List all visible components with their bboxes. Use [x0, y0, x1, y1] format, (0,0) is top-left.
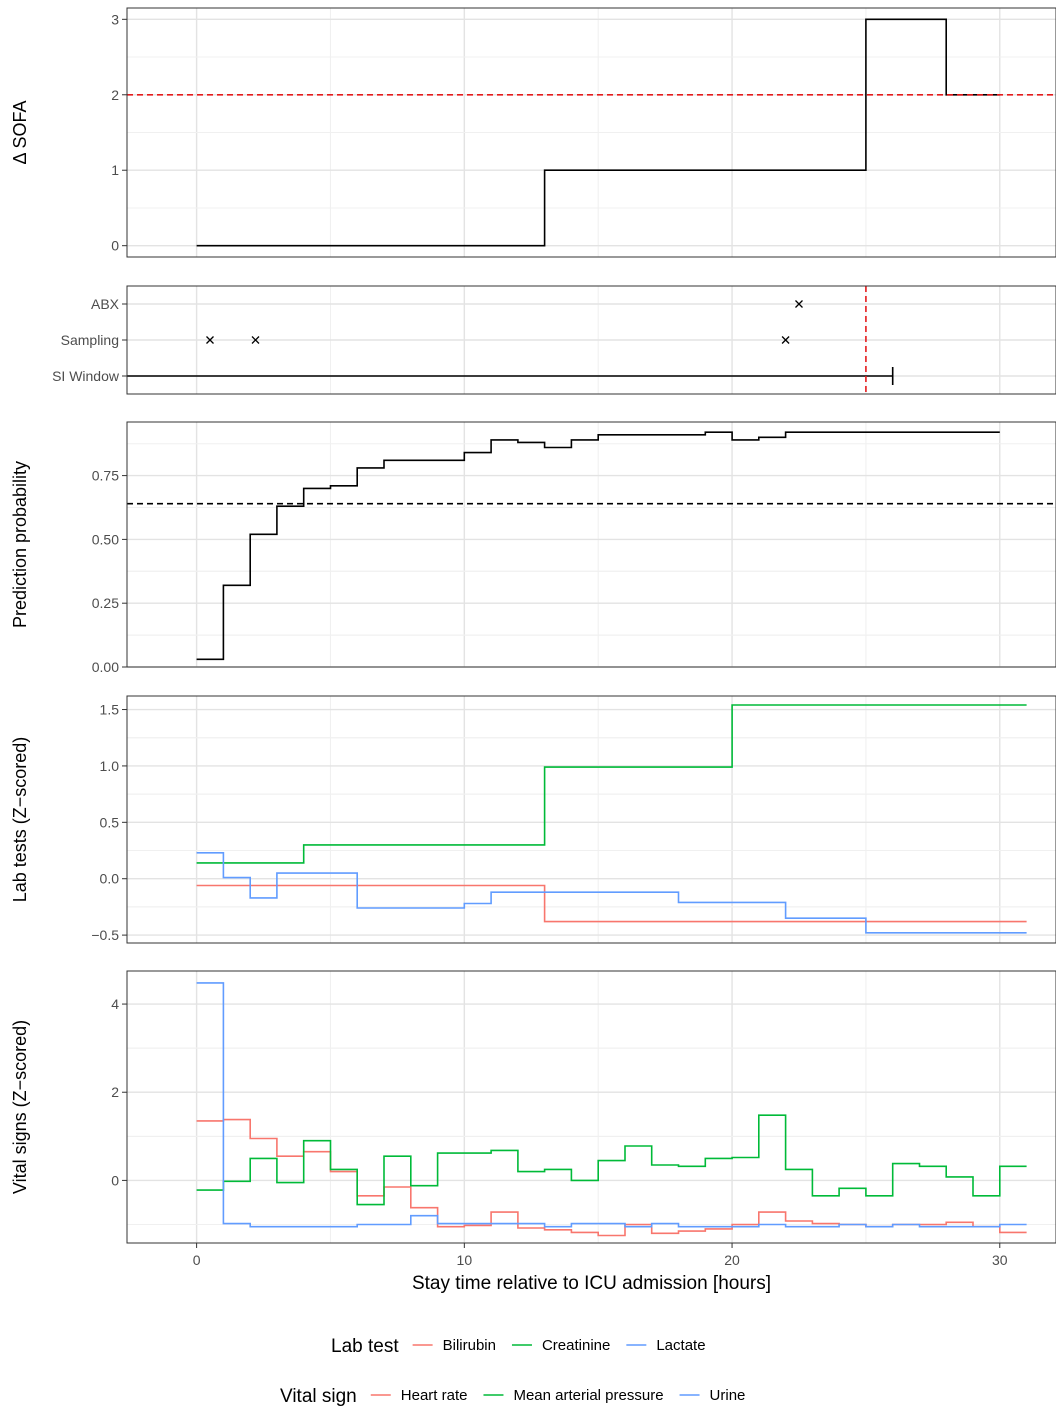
panel-events: ABX Sampling SI Window	[52, 285, 1056, 395]
series-line-4-mean-arterial-pressure	[196, 1114, 1027, 1206]
series-line-3-lactate	[196, 852, 1027, 934]
legend-vital: Vital sign Heart rate Mean arterial pressu…	[280, 1386, 745, 1406]
legend-title-lab: Lab test	[331, 1336, 399, 1357]
category-label-si-window: SI Window	[52, 368, 120, 384]
y-tick-label: 1.0	[100, 758, 120, 774]
y-tick-label: 4	[111, 996, 119, 1012]
series-line-0-0	[196, 18, 1000, 247]
panel-border-1	[126, 285, 1056, 395]
x-tick-label: 30	[992, 1252, 1008, 1268]
y-tick-label: 0.00	[92, 659, 119, 675]
y-axis-title-4: Vital signs (Z−scored)	[10, 1020, 30, 1194]
y-axis-title-3: Lab tests (Z−scored)	[10, 737, 30, 903]
series-line-3-bilirubin	[196, 884, 1027, 923]
x-tick-label: 0	[193, 1252, 201, 1268]
y-tick-label: 0.0	[100, 871, 120, 887]
y-tick-label: 0.5	[100, 814, 120, 830]
panel-border-0	[126, 7, 1056, 258]
category-label-sampling: Sampling	[61, 332, 119, 348]
series-line-2-0	[196, 431, 1000, 661]
y-tick-label: 1	[111, 162, 119, 178]
series-line-3-creatinine	[196, 704, 1027, 864]
y-tick-label: −0.5	[91, 927, 119, 943]
y-tick-label: 0	[111, 1172, 119, 1188]
y-tick-label: 1.5	[100, 702, 120, 718]
x-tick-label: 20	[724, 1252, 740, 1268]
event-marker-sampling	[251, 336, 260, 344]
panel-border-4	[126, 970, 1056, 1244]
legend-label-creatinine: Creatinine	[542, 1337, 610, 1354]
series-line-4-heart-rate	[196, 1118, 1027, 1237]
y-axis-title-2: Prediction probability	[10, 461, 30, 628]
y-tick-label: 0.50	[92, 531, 119, 547]
x-axis-title: Stay time relative to ICU admission [hou…	[412, 1273, 771, 1294]
y-tick-label: 0.25	[92, 595, 119, 611]
y-tick-label: 2	[111, 1084, 119, 1100]
panel-sofa: 0 1 2 3 Δ SOFA	[10, 7, 1056, 258]
panel-vital-signs: 0 2 4 Vital signs (Z−scored) 0 10 20 30 Stay tim…	[10, 970, 1056, 1294]
y-tick-label: 0.75	[92, 468, 119, 484]
y-tick-label: 3	[111, 11, 119, 27]
event-marker-sampling	[206, 336, 214, 344]
legend-label-urine: Urine	[710, 1387, 746, 1404]
legend-label-lactate: Lactate	[656, 1337, 705, 1354]
x-tick-label: 10	[457, 1252, 473, 1268]
y-axis-title-0: Δ SOFA	[10, 100, 30, 164]
panel-lab-tests: −0.5 0.0 0.5 1.0 1.5 Lab tests (Z−scored)	[10, 695, 1056, 944]
y-tick-label: 2	[111, 87, 119, 103]
legend-label-mean-arterial-pressure: Mean arterial pressure	[513, 1387, 663, 1404]
panel-border-3	[126, 695, 1056, 944]
series-line-4-urine	[196, 982, 1027, 1228]
panel-prediction: 0.00 0.25 0.50 0.75 Prediction probability	[10, 421, 1056, 675]
legend-title-vital: Vital sign	[280, 1386, 357, 1406]
legend-label-bilirubin: Bilirubin	[443, 1337, 496, 1354]
legend-lab: Lab test Bilirubin Creatinine Lactate	[331, 1336, 706, 1357]
event-marker-abx	[795, 300, 803, 308]
event-marker-sampling	[781, 336, 790, 344]
panel-border-2	[126, 421, 1056, 668]
legend-label-heart-rate: Heart rate	[401, 1387, 468, 1404]
y-tick-label: 0	[111, 238, 119, 254]
category-label-abx: ABX	[91, 296, 120, 312]
